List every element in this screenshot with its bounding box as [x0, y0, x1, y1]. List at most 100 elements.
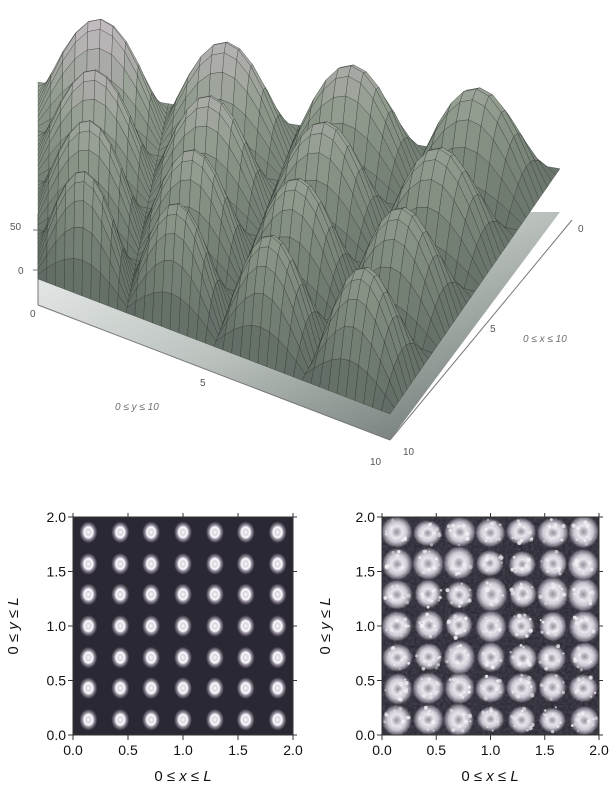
x-tick-label: 0.5	[427, 742, 447, 758]
heatmap-peak	[110, 646, 130, 670]
surface-patch	[171, 260, 183, 299]
z-tick-label: 50	[10, 222, 22, 233]
heatmap-peak	[205, 646, 225, 670]
heatmap-peak	[205, 614, 225, 638]
heatmap-peak	[78, 676, 98, 700]
heatmap-peak	[78, 520, 98, 544]
surface-patch	[162, 260, 174, 294]
surface-patch	[164, 233, 175, 261]
surface-patch	[81, 260, 92, 300]
heatmap-peak	[110, 520, 130, 544]
heatmap-peak	[110, 582, 130, 606]
y-tick-label: 10	[370, 457, 382, 468]
heatmap-peak	[236, 676, 256, 700]
x-axis-line	[389, 219, 573, 441]
x-tick-label: 0.5	[118, 742, 138, 758]
heatmap-peak	[110, 614, 130, 638]
y-tick-label: 1.5	[356, 564, 376, 580]
heatmap-peak	[173, 676, 193, 700]
y-axis-label: 0 ≤ y ≤ 10	[115, 402, 159, 413]
y-axis-line	[37, 304, 391, 441]
x-axis-label: 0 ≤ x ≤ 10	[523, 334, 567, 345]
heatmap-peak	[173, 552, 193, 576]
surface-patch	[82, 79, 95, 101]
heatmap-peak	[173, 708, 193, 732]
heatmap-right: 0.0 0.5 1.0 1.5 2.0 0.0 0.5 1.0 1.5 2.0 0 ≤ x ≤ L…	[317, 509, 609, 785]
surface-patch	[161, 291, 172, 330]
surface-patch	[195, 106, 209, 128]
surface-patch	[178, 179, 191, 208]
heatmap-peak	[141, 676, 161, 700]
surface-patch	[79, 120, 91, 133]
surface-patch	[73, 227, 84, 261]
y-tick-label: 1.5	[47, 564, 67, 580]
heatmap-peak	[205, 582, 225, 606]
heatmap-peak	[236, 646, 256, 670]
surface-patch	[74, 171, 85, 184]
axis-ticks: 0.0 0.5 1.0 1.5 2.0 0.0 0.5 1.0 1.5 2.0	[356, 509, 609, 758]
heatmap-peak	[173, 614, 193, 638]
heatmap-noise	[382, 517, 599, 735]
y-axis-label: 0 ≤ y ≤ L	[5, 597, 22, 654]
x-tick-label: 0.0	[63, 742, 83, 758]
x-tick-label: 0	[578, 224, 584, 235]
heatmap-peak	[78, 552, 98, 576]
y-axis-label: 0 ≤ y ≤ L	[317, 597, 334, 654]
heatmap-peak	[236, 520, 256, 544]
heatmap-peak	[205, 676, 225, 700]
surface-mesh	[37, 18, 561, 415]
heatmap-left: 0.0 0.5 1.0 1.5 2.0 0.0 0.5 1.0 1.5 2.0 0 ≤ x ≤ L…	[5, 509, 303, 785]
z-tick-label: 0	[18, 266, 24, 277]
surface-patch	[152, 291, 163, 327]
heatmap-peak	[141, 582, 161, 606]
heatmap-peak	[205, 708, 225, 732]
y-tick-label: 1.0	[47, 618, 67, 634]
y-tick-label: 0.0	[47, 727, 67, 743]
x-axis-label: 0 ≤ x ≤ L	[461, 768, 518, 785]
surface-patch	[73, 200, 84, 228]
surface-patch	[87, 29, 101, 51]
heatmap-peak	[268, 582, 288, 606]
surface-patch	[143, 292, 154, 324]
heatmap-peak	[268, 614, 288, 638]
x-tick-label: 1.5	[228, 742, 248, 758]
heatmap-peak	[110, 708, 130, 732]
heatmap-peak	[141, 552, 161, 576]
axis-ticks: 0.0 0.5 1.0 1.5 2.0 0.0 0.5 1.0 1.5 2.0	[47, 509, 303, 758]
heatmap-peak	[268, 676, 288, 700]
surface-patch	[55, 259, 65, 290]
y-tick-label: 2.0	[47, 509, 67, 525]
x-tick-label: 2.0	[283, 742, 303, 758]
y-tick-label: 5	[200, 378, 206, 389]
heatmap-peak	[236, 552, 256, 576]
surface-patch	[153, 259, 165, 294]
surface-patch	[193, 125, 207, 154]
x-tick-label: 1.0	[481, 742, 501, 758]
surface-patch	[180, 160, 193, 181]
x-axis-label: 0 ≤ x ≤ L	[154, 768, 211, 785]
x-tick-label: 10	[403, 447, 415, 458]
heatmap-peak	[268, 646, 288, 670]
heatmap-peak	[110, 676, 130, 700]
surface-patch	[380, 394, 395, 415]
surface-patch	[74, 181, 85, 202]
heatmap-peak	[205, 552, 225, 576]
heatmap-peak	[173, 520, 193, 544]
heatmap-peak	[268, 520, 288, 544]
heatmap-peak	[173, 582, 193, 606]
x-tick-label: 1.5	[535, 742, 555, 758]
surface-patch	[78, 130, 90, 152]
heatmap-peak	[236, 708, 256, 732]
heatmap-peak	[141, 646, 161, 670]
y-tick-label: 1.0	[356, 618, 376, 634]
y-tick-label: 0.5	[356, 673, 376, 689]
surface-patch	[181, 149, 195, 163]
heatmap-peak	[141, 520, 161, 544]
heatmap-peak	[78, 708, 98, 732]
heatmap-peak	[78, 646, 98, 670]
x-tick-label: 0.0	[372, 742, 392, 758]
heatmap-peak	[141, 614, 161, 638]
surface-patch	[82, 227, 93, 266]
surface-patch	[165, 213, 177, 235]
